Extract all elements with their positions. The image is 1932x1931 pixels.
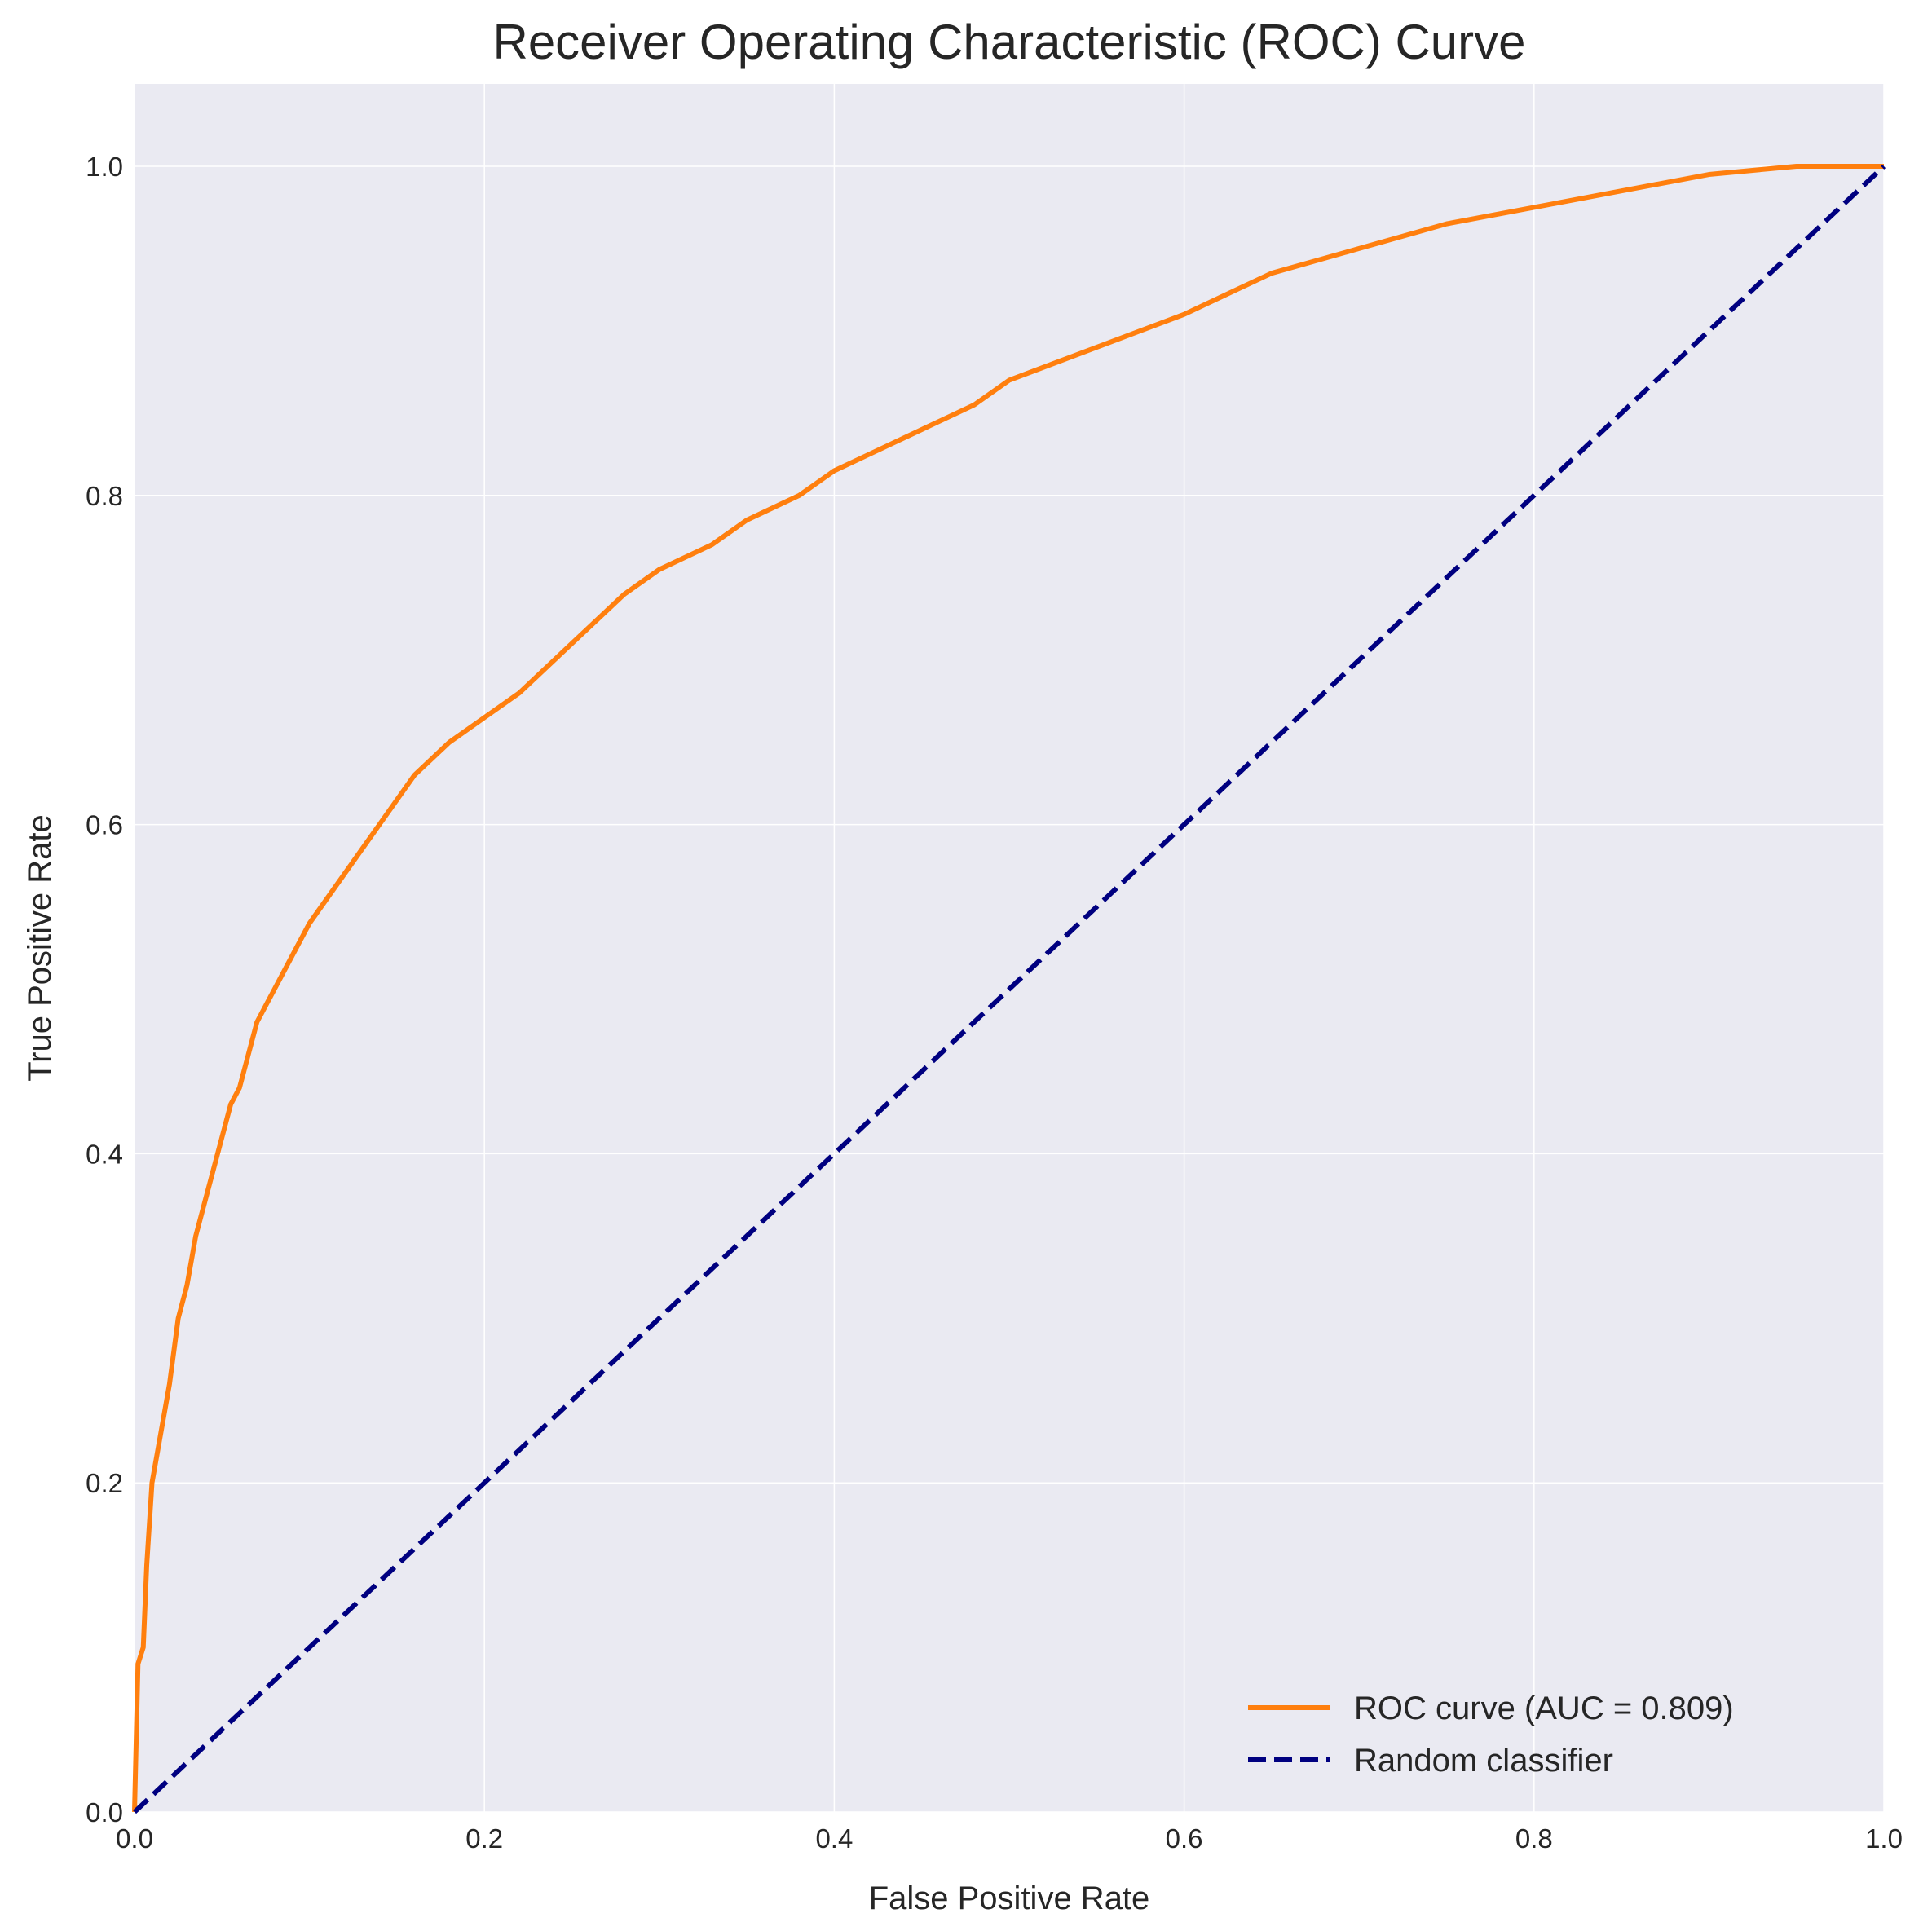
y-tick-label: 0.2 — [86, 1468, 123, 1498]
plot-area — [135, 84, 1884, 1812]
y-axis-label: True Positive Rate — [22, 814, 58, 1082]
x-tick-label: 0.2 — [465, 1823, 503, 1854]
x-tick-label: 0.8 — [1515, 1823, 1553, 1854]
x-tick-label: 0.0 — [116, 1823, 153, 1854]
x-tick-label: 0.6 — [1166, 1823, 1203, 1854]
line — [132, 164, 1886, 1814]
y-tick-label: 0.6 — [86, 810, 123, 840]
y-tick-label: 1.0 — [86, 152, 123, 182]
x-tick-label: 1.0 — [1865, 1823, 1903, 1854]
x-tick-label: 0.4 — [815, 1823, 853, 1854]
x-axis-label: False Positive Rate — [869, 1880, 1150, 1916]
y-tick-label: 0.8 — [86, 481, 123, 511]
legend-label: Random classifier — [1354, 1743, 1613, 1779]
chart-title: Receiver Operating Characteristic (ROC) … — [492, 15, 1525, 69]
legend-label: ROC curve (AUC = 0.809) — [1354, 1691, 1734, 1726]
y-tick-label: 0.4 — [86, 1139, 123, 1169]
line — [132, 163, 1884, 1813]
y-tick-label: 0.0 — [86, 1797, 123, 1827]
